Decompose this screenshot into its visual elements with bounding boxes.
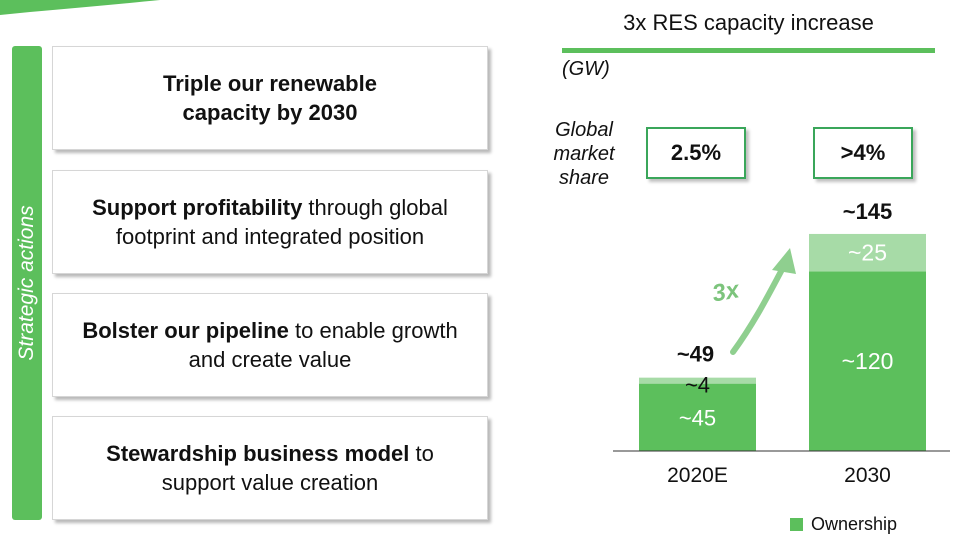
action-rest-text: to enable growth and create value: [188, 318, 458, 372]
global-market-share-label: Global market share: [553, 119, 615, 189]
market-share-2030: >4%: [813, 127, 913, 179]
action-card-triple-capacity: Triple our renewable capacity by 2030: [52, 46, 488, 150]
chart-legend: Ownership: [790, 514, 897, 535]
chart-title: 3x RES capacity increase: [623, 10, 874, 35]
data-label: ~25: [848, 240, 887, 266]
bar-segment-2030-0: [809, 271, 926, 451]
category-label: 2030: [844, 464, 891, 487]
category-label: 2020E: [667, 464, 728, 487]
action-bold-text: Bolster our pipeline: [82, 318, 289, 343]
bar-segment-2020E-1: [639, 377, 756, 384]
chart-unit: (GW): [562, 58, 610, 80]
legend-label-ownership: Ownership: [811, 514, 898, 534]
bar-segment-2020E-0: [639, 383, 756, 451]
action-bold-text: Triple our renewable capacity by 2030: [163, 71, 377, 125]
growth-arrow-annotation: 3x: [710, 248, 796, 355]
action-bold-text: Stewardship business model: [106, 441, 410, 466]
total-label: ~145: [843, 199, 893, 224]
title-underline: [562, 48, 935, 53]
action-bold-text: Support profitability: [92, 195, 303, 220]
legend-swatch-ownership: [790, 518, 803, 531]
decorative-swoosh: [0, 0, 160, 15]
action-card-profitability: Support profitability through global foo…: [52, 170, 488, 274]
strategic-actions-label: Strategic actions: [15, 205, 38, 361]
action-rest-text: through global footprint and integrated …: [115, 195, 448, 249]
bar-segment-2030-1: [809, 233, 926, 272]
strategic-actions-bar: [12, 46, 42, 520]
total-label: ~49: [677, 342, 714, 367]
growth-annotation: 3x: [710, 276, 743, 308]
action-card-stewardship: Stewardship business model to support va…: [52, 416, 488, 520]
market-share-2020e: 2.5%: [646, 127, 746, 179]
action-card-pipeline: Bolster our pipeline to enable growth an…: [52, 293, 488, 397]
data-label: ~4: [685, 373, 710, 398]
data-label: ~45: [679, 405, 716, 430]
action-rest-text: to support value creation: [161, 441, 434, 495]
data-label: ~120: [842, 348, 894, 374]
